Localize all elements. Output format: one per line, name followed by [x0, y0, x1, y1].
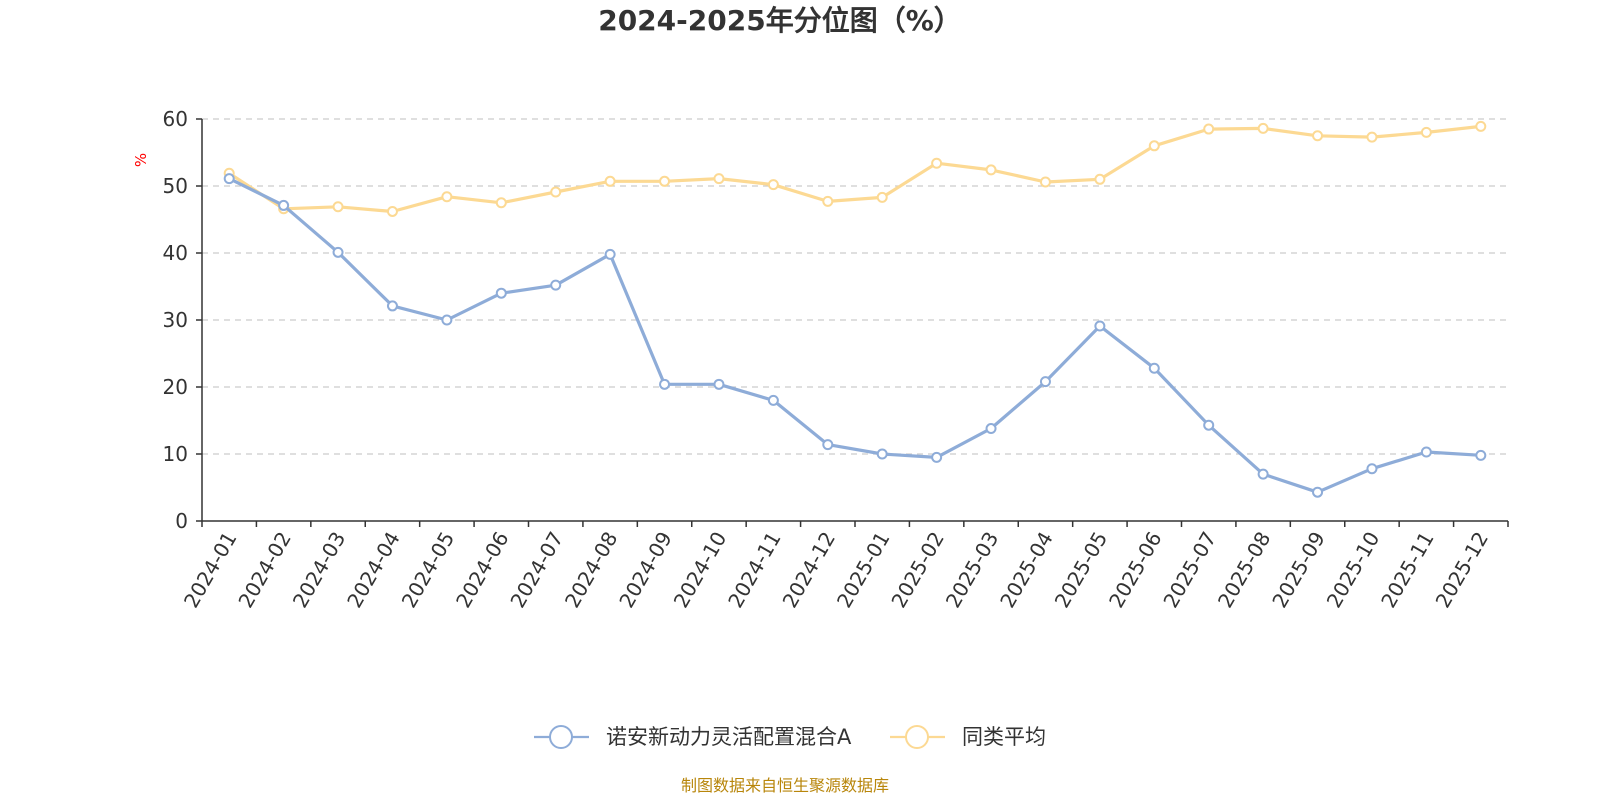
x-tick-label: 2024-02	[233, 528, 296, 612]
data-point[interactable]	[1203, 123, 1215, 135]
x-tick-label: 2024-06	[451, 528, 514, 612]
data-point[interactable]	[386, 300, 398, 312]
legend-label: 诺安新动力灵活配置混合A	[606, 725, 852, 749]
data-point[interactable]	[604, 175, 616, 187]
series-peer-average	[223, 120, 1487, 217]
series-line	[227, 177, 1483, 494]
y-axis-ticks: 0 10 20 30 40 50 60	[163, 107, 202, 533]
x-tick-label: 2025-07	[1158, 528, 1221, 612]
x-tick-label: 2024-03	[288, 528, 351, 612]
data-point[interactable]	[1148, 362, 1160, 374]
data-point[interactable]	[1366, 131, 1378, 143]
data-point[interactable]	[659, 175, 671, 187]
data-point[interactable]	[822, 439, 834, 451]
data-point[interactable]	[876, 448, 888, 460]
data-point[interactable]	[332, 201, 344, 213]
data-point[interactable]	[495, 287, 507, 299]
x-tick-label: 2025-10	[1322, 528, 1385, 612]
x-tick-label: 2025-12	[1431, 528, 1494, 612]
series-fund	[223, 173, 1487, 498]
legend-item[interactable]: 同类平均	[890, 725, 1046, 749]
source-note: 制图数据来自恒生聚源数据库	[681, 776, 889, 795]
legend-marker-icon	[905, 725, 929, 749]
series-group	[223, 120, 1487, 498]
x-tick-label: 2025-06	[1104, 528, 1167, 612]
data-point[interactable]	[713, 378, 725, 390]
data-point[interactable]	[1094, 173, 1106, 185]
data-point[interactable]	[495, 197, 507, 209]
x-tick-label: 2024-12	[778, 528, 841, 612]
data-point[interactable]	[1257, 122, 1269, 134]
data-point[interactable]	[1039, 376, 1051, 388]
data-point[interactable]	[1312, 486, 1324, 498]
x-tick-label: 2025-08	[1213, 528, 1276, 612]
x-axis-ticks: 2024-012024-022024-032024-042024-052024-…	[179, 521, 1509, 612]
y-tick-label: 0	[175, 509, 188, 533]
x-tick-label: 2025-09	[1267, 528, 1330, 612]
x-tick-label: 2024-08	[560, 528, 623, 612]
x-tick-label: 2024-10	[669, 528, 732, 612]
chart-title: 2024-2025年分位图（%）	[598, 4, 962, 37]
data-point[interactable]	[1257, 468, 1269, 480]
data-point[interactable]	[767, 394, 779, 406]
data-point[interactable]	[822, 195, 834, 207]
y-tick-label: 40	[163, 241, 188, 265]
data-point[interactable]	[386, 205, 398, 217]
y-tick-label: 30	[163, 308, 188, 332]
data-point[interactable]	[223, 173, 235, 185]
data-point[interactable]	[1420, 126, 1432, 138]
x-tick-label: 2025-05	[1050, 528, 1113, 612]
data-point[interactable]	[441, 191, 453, 203]
data-point[interactable]	[931, 451, 943, 463]
x-tick-label: 2024-04	[342, 528, 405, 612]
data-point[interactable]	[1475, 120, 1487, 132]
legend-item[interactable]: 诺安新动力灵活配置混合A	[534, 725, 852, 749]
data-point[interactable]	[931, 157, 943, 169]
y-tick-label: 20	[163, 375, 188, 399]
data-point[interactable]	[1420, 446, 1432, 458]
x-tick-label: 2025-02	[886, 528, 949, 612]
x-tick-label: 2024-07	[505, 528, 568, 612]
x-tick-label: 2024-09	[614, 528, 677, 612]
data-point[interactable]	[1039, 176, 1051, 188]
data-point[interactable]	[550, 279, 562, 291]
data-point[interactable]	[1094, 320, 1106, 332]
data-point[interactable]	[604, 248, 616, 260]
data-point[interactable]	[1475, 449, 1487, 461]
series-line	[227, 124, 1483, 214]
legend: 诺安新动力灵活配置混合A 同类平均	[534, 725, 1046, 749]
data-point[interactable]	[985, 423, 997, 435]
data-point[interactable]	[659, 378, 671, 390]
data-point[interactable]	[985, 164, 997, 176]
data-point[interactable]	[1312, 130, 1324, 142]
data-point[interactable]	[332, 246, 344, 258]
data-point[interactable]	[1148, 140, 1160, 152]
data-point[interactable]	[713, 173, 725, 185]
x-tick-label: 2024-01	[179, 528, 242, 612]
data-point[interactable]	[1366, 463, 1378, 475]
y-tick-label: 50	[163, 174, 188, 198]
x-tick-label: 2025-11	[1376, 528, 1439, 612]
data-point[interactable]	[767, 179, 779, 191]
data-point[interactable]	[1203, 419, 1215, 431]
legend-label: 同类平均	[962, 725, 1046, 749]
data-point[interactable]	[550, 186, 562, 198]
y-tick-label: 10	[163, 442, 188, 466]
x-tick-label: 2025-04	[995, 528, 1058, 612]
x-tick-label: 2025-03	[941, 528, 1004, 612]
data-point[interactable]	[441, 314, 453, 326]
gridlines	[202, 118, 1508, 455]
x-tick-label: 2025-01	[832, 528, 895, 612]
data-point[interactable]	[278, 199, 290, 211]
x-tick-label: 2024-05	[397, 528, 460, 612]
data-point[interactable]	[876, 191, 888, 203]
legend-marker-icon	[549, 725, 573, 749]
x-tick-label: 2024-11	[723, 528, 786, 612]
y-axis-unit: %	[132, 153, 150, 167]
y-tick-label: 60	[163, 107, 188, 131]
